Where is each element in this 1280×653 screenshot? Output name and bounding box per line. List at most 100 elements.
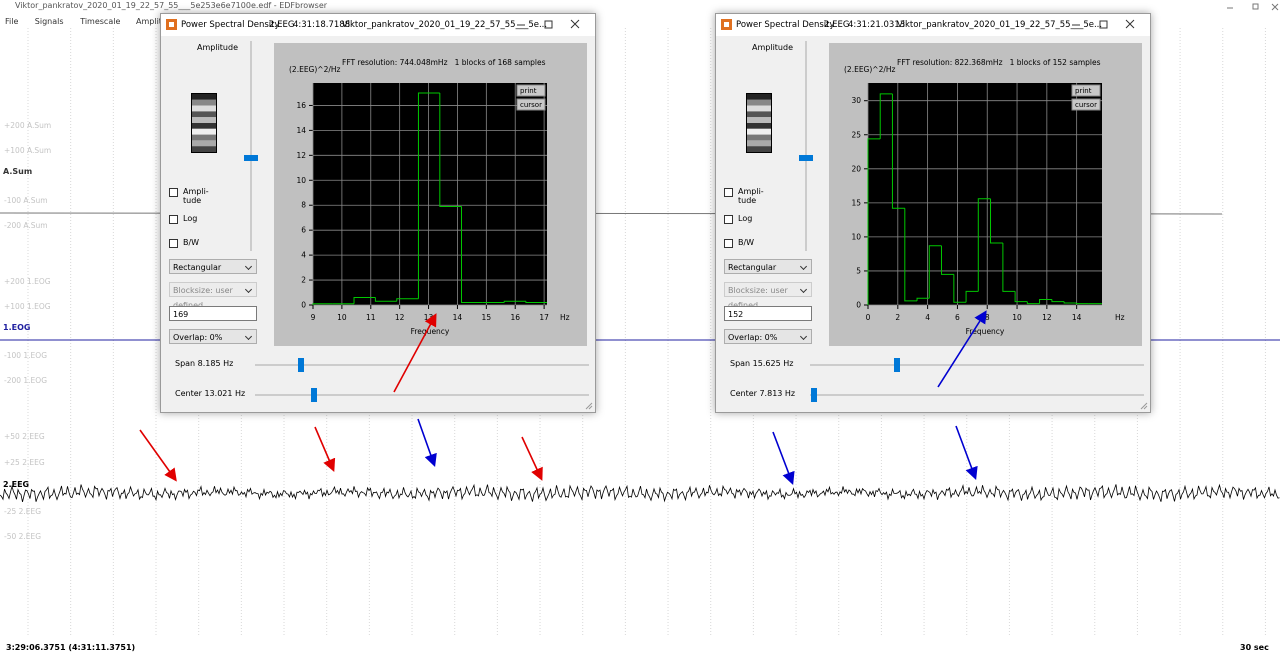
checkbox-label: Ampli-tude [183, 187, 209, 205]
icon-band [192, 105, 216, 112]
x-tick-label: 14 [453, 313, 463, 322]
app-icon [721, 19, 732, 30]
amplitude-slider-knob[interactable] [799, 155, 813, 161]
psd-dialog: Power Spectral Density 2.EEG 4:31:21.0313 V… [715, 13, 1151, 413]
resize-grip [1140, 402, 1148, 410]
x-tick-label: 17 [539, 313, 549, 322]
center-slider-knob[interactable] [311, 388, 317, 402]
button-label: print [1075, 87, 1092, 95]
scale-label: +100 A.Sum [4, 146, 51, 155]
center-label: Center 13.021 Hz [175, 389, 246, 398]
center-slider-knob[interactable] [811, 388, 817, 402]
menu-item[interactable]: Timescale [80, 17, 121, 26]
window-title: Viktor_pankratov_2020_01_19_22_57_55___5… [15, 1, 328, 10]
amplitude-label: Amplitude [752, 43, 793, 52]
y-tick-label: 12 [296, 151, 306, 160]
spectrum-step [990, 198, 1003, 244]
checkbox-label: Log [183, 214, 198, 223]
icon-band [192, 128, 216, 135]
dialog-controls[interactable] [1068, 18, 1138, 32]
x-axis-label: Frequency [411, 327, 450, 336]
overlap-select[interactable]: Overlap: 0% [724, 329, 812, 344]
chart-subtitle: FFT resolution: 744.048mHz 1 blocks of 1… [342, 58, 546, 67]
dialog-signal: 2.EEG [824, 20, 850, 30]
spectrum-step [439, 92, 462, 207]
scale-label: +25 2.EEG [4, 458, 45, 467]
dialog-title-bar: Power Spectral Density 2.EEG 4:31:21.0313 V… [716, 14, 1150, 36]
y-tick-label: 4 [301, 251, 306, 260]
checkbox-box [724, 215, 733, 224]
icon-band [747, 146, 771, 152]
x-tick-label: 16 [510, 313, 520, 322]
y-tick-label: 20 [851, 164, 861, 173]
icon-band [747, 128, 771, 135]
spectrum-step [928, 245, 942, 299]
blocksize-select[interactable]: Blocksize: user defined [169, 282, 257, 310]
menu-item[interactable]: Signals [34, 17, 64, 26]
chart-button[interactable]: print [1071, 84, 1101, 97]
close [570, 19, 580, 29]
dialog-controls[interactable] [513, 18, 583, 32]
x-tick-label: 0 [866, 313, 871, 322]
blocks-spinbox[interactable]: 152 [724, 306, 812, 321]
spectrum-step [417, 92, 440, 299]
status-time: 3:29:06.3751 (4:31:11.3751) [6, 643, 136, 652]
scale-label: -200 1.EOG [4, 376, 47, 385]
spectrum-step [965, 290, 979, 303]
spectrum-step [977, 198, 991, 292]
blocks-spinbox[interactable]: 169 [169, 306, 257, 321]
button-label: cursor [520, 101, 542, 109]
dialog-file: Viktor_pankratov_2020_01_19_22_57_55___5… [897, 20, 1103, 30]
button-face [1071, 84, 1101, 97]
blocksize-select[interactable]: Blocksize: user defined [724, 282, 812, 310]
spectrum-step [525, 301, 547, 304]
amplitude-icon [746, 93, 772, 153]
menu-item[interactable]: Amplitude [136, 17, 177, 26]
y-axis-label: (2.EEG)^2/Hz [844, 65, 896, 74]
chart-button[interactable]: print [516, 84, 546, 97]
spectrum-step [312, 303, 333, 305]
x-tick-label: 9 [311, 313, 316, 322]
y-tick-label: 15 [851, 198, 861, 207]
amplitude-slider-knob[interactable] [244, 155, 258, 161]
window-select[interactable]: Rectangular [169, 259, 257, 274]
grip-lines [1140, 402, 1148, 410]
app-icon-shape [169, 22, 174, 27]
y-tick-label: 0 [856, 301, 861, 310]
overlap-select[interactable]: Overlap: 0% [169, 329, 257, 344]
dialog-time: 4:31:18.7188 [293, 20, 351, 30]
x-tick-label: 13 [424, 313, 434, 322]
menu-item[interactable]: File [5, 17, 19, 26]
spectrum-step [353, 297, 376, 304]
x-tick-label: 14 [1072, 313, 1082, 322]
checkbox-box [169, 215, 178, 224]
x-tick-label: 2 [895, 313, 900, 322]
spectrum-step [904, 208, 918, 302]
x-unit: Hz [560, 313, 570, 322]
window-controls[interactable] [1225, 2, 1280, 12]
y-axis-label: (2.EEG)^2/Hz [289, 65, 341, 74]
chart-button[interactable]: cursor [1071, 98, 1101, 111]
icon-band [192, 99, 216, 106]
span-slider-knob[interactable] [298, 358, 304, 372]
spectrum-step [867, 138, 881, 305]
amplitude-slider-track [805, 41, 807, 251]
scale-label: +200 1.EOG [4, 277, 51, 286]
span-slider-knob[interactable] [894, 358, 900, 372]
x-tick-label: 8 [985, 313, 990, 322]
dialog-title: Power Spectral Density [736, 20, 835, 30]
icon-band [747, 111, 771, 118]
y-tick-label: 8 [301, 201, 306, 210]
scale-label: +50 2.EEG [4, 432, 45, 441]
spectrum-step [1014, 291, 1028, 303]
center-slider-track [810, 394, 1144, 396]
amplitude-slider-track [250, 41, 252, 251]
window-select[interactable]: Rectangular [724, 259, 812, 274]
icon-band [747, 123, 771, 129]
icon-band [747, 134, 771, 141]
x-tick-label: 10 [337, 313, 347, 322]
checkbox-box [169, 188, 178, 197]
spectrum-step [1051, 299, 1065, 303]
chart-button[interactable]: cursor [516, 98, 546, 111]
